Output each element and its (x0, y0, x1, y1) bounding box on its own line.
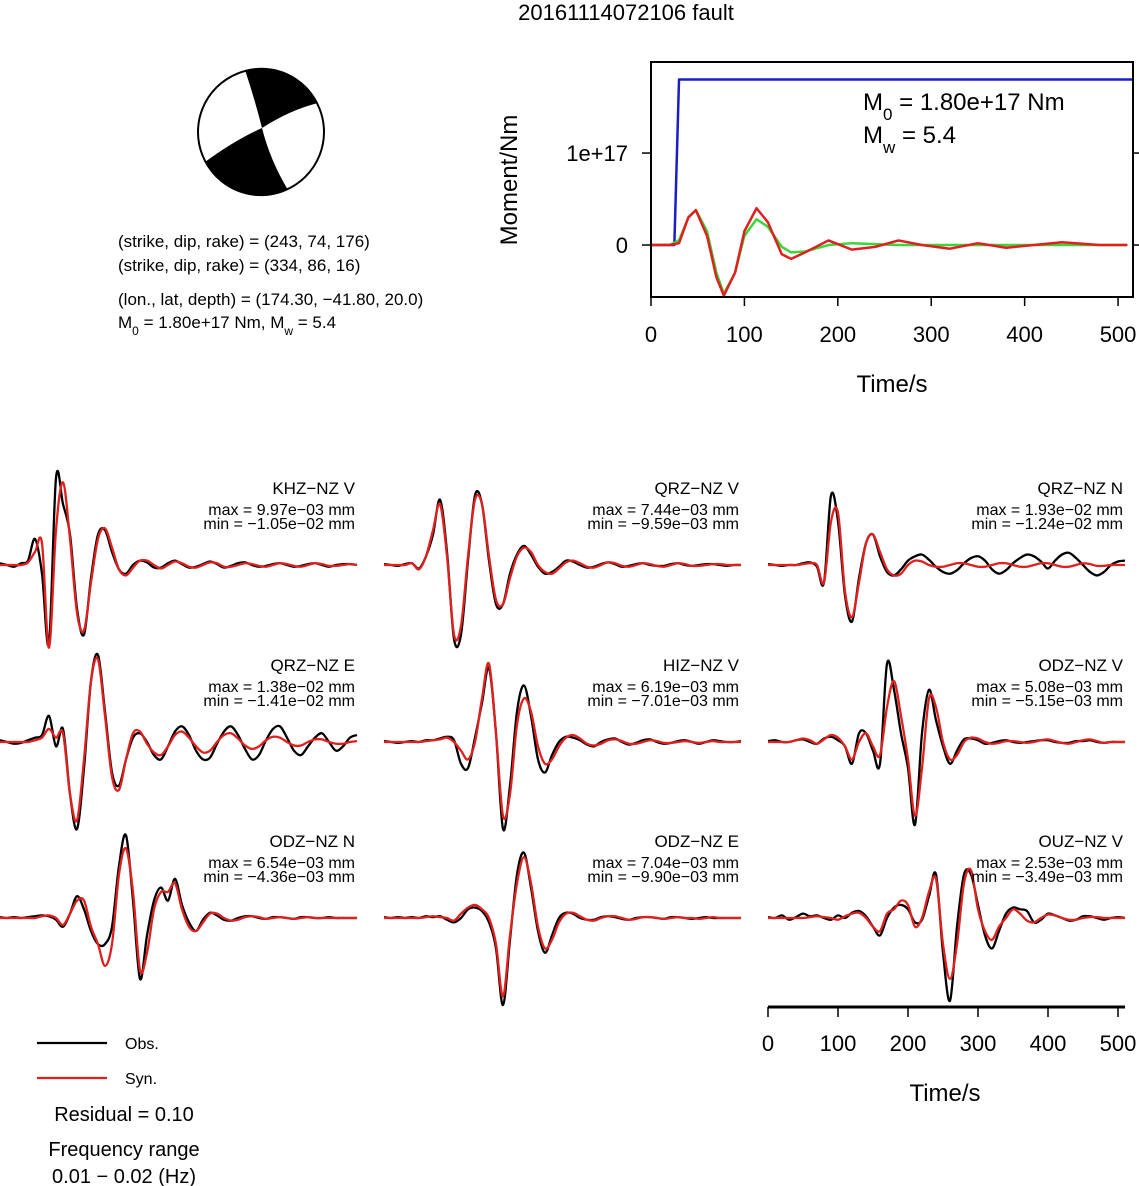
min-label: min = −4.36e−03 mm (203, 869, 355, 886)
location-text: (lon., lat, depth) = (174.30, −41.80, 20… (118, 290, 423, 309)
max-label: max = 2.53e−03 mm (976, 855, 1123, 872)
x-tick-label: 300 (913, 322, 950, 347)
x-tick-label: 200 (890, 1031, 927, 1056)
x-tick-label: 100 (726, 322, 763, 347)
x-tick-label: 100 (820, 1031, 857, 1056)
text-segment: M (863, 89, 883, 116)
min-label: min = −5.15e−03 mm (971, 693, 1123, 710)
x-tick-label: 500 (1100, 1031, 1137, 1056)
nodal-plane-text: (strike, dip, rake) = (334, 86, 16) (118, 256, 360, 275)
max-label: max = 1.38e−02 mm (208, 679, 355, 696)
x-tick-label: 0 (645, 322, 657, 347)
compressional-quadrant (245, 67, 318, 128)
moment-curve (651, 206, 1128, 297)
x-axis-label: Time/s (856, 371, 927, 398)
synthetic-trace (768, 867, 1125, 981)
moment-annotation: Mw = 5.4 (863, 122, 956, 157)
x-tick-label: 500 (1100, 322, 1137, 347)
min-label: min = −1.41e−02 mm (203, 693, 355, 710)
subscript: w (882, 138, 896, 157)
station-label: QRZ−NZ N (1038, 479, 1123, 498)
synthetic-trace (383, 493, 741, 642)
min-label: min = −7.01e−03 mm (587, 693, 739, 710)
compressional-quadrant (205, 128, 288, 197)
text-segment: M (863, 122, 883, 149)
x-axis-label: Time/s (909, 1080, 980, 1107)
station-label: ODZ−NZ E (654, 832, 739, 851)
text-segment: = 1.80e+17 Nm, M (139, 313, 285, 332)
y-tick-label: 1e+17 (566, 141, 628, 166)
synthetic-trace (767, 679, 1125, 818)
subscript: 0 (132, 324, 139, 338)
max-label: max = 6.19e−03 mm (592, 679, 739, 696)
x-tick-label: 0 (762, 1031, 774, 1056)
nodal-plane-text: (strike, dip, rake) = (243, 74, 176) (118, 232, 370, 251)
synthetic-trace (0, 481, 358, 649)
min-label: min = −3.49e−03 mm (971, 869, 1123, 886)
synthetic-trace (384, 855, 741, 998)
max-label: max = 7.44e−03 mm (592, 502, 739, 519)
plot-frame (650, 61, 1134, 298)
station-label: QRZ−NZ E (270, 656, 355, 675)
fit-annotation: 0.01 − 0.02 (Hz) (52, 1166, 196, 1186)
x-tick-label: 300 (960, 1031, 997, 1056)
x-tick-label: 200 (819, 322, 856, 347)
observed-trace (767, 491, 1126, 624)
subscript: 0 (883, 105, 892, 124)
station-label: ODZ−NZ N (270, 832, 355, 851)
synthetic-trace (383, 661, 741, 821)
station-label: KHZ−NZ V (272, 479, 355, 498)
station-label: ODZ−NZ V (1038, 656, 1123, 675)
fit-annotation: Residual = 0.10 (54, 1104, 194, 1126)
moment-curve (651, 208, 1128, 296)
x-tick-label: 400 (1006, 322, 1043, 347)
min-label: min = −9.59e−03 mm (587, 516, 739, 533)
moment-text: M0 = 1.80e+17 Nm, Mw = 5.4 (118, 313, 336, 338)
min-label: min = −1.05e−02 mm (203, 516, 355, 533)
min-label: min = −1.24e−02 mm (971, 516, 1123, 533)
beachball (197, 67, 325, 197)
y-axis-label: Moment/Nm (496, 115, 523, 246)
figure-title: 20161114072106 fault (518, 0, 734, 25)
station-label: QRZ−NZ V (654, 479, 739, 498)
moment-annotation: M0 = 1.80e+17 Nm (863, 89, 1065, 124)
max-label: max = 6.54e−03 mm (208, 855, 355, 872)
max-label: max = 9.97e−03 mm (208, 502, 355, 519)
observed-trace (767, 868, 1126, 1002)
synthetic-trace (0, 846, 357, 975)
station-label: OUZ−NZ V (1038, 832, 1123, 851)
synthetic-trace (0, 656, 358, 823)
max-label: max = 7.04e−03 mm (592, 855, 739, 872)
text-segment: = 5.4 (293, 313, 336, 332)
legend-label: Syn. (125, 1071, 157, 1088)
x-tick-label: 400 (1030, 1031, 1067, 1056)
max-label: max = 5.08e−03 mm (976, 679, 1123, 696)
synthetic-trace (767, 506, 1125, 619)
max-label: max = 1.93e−02 mm (976, 502, 1123, 519)
text-segment: M (118, 313, 132, 332)
station-label: HIZ−NZ V (663, 656, 740, 675)
y-tick-label: 0 (616, 233, 628, 258)
min-label: min = −9.90e−03 mm (587, 869, 739, 886)
fit-annotation: Frequency range (48, 1139, 199, 1161)
text-segment: = 5.4 (895, 122, 956, 149)
legend-label: Obs. (125, 1036, 159, 1053)
text-segment: = 1.80e+17 Nm (892, 89, 1064, 116)
subscript: w (283, 324, 293, 338)
